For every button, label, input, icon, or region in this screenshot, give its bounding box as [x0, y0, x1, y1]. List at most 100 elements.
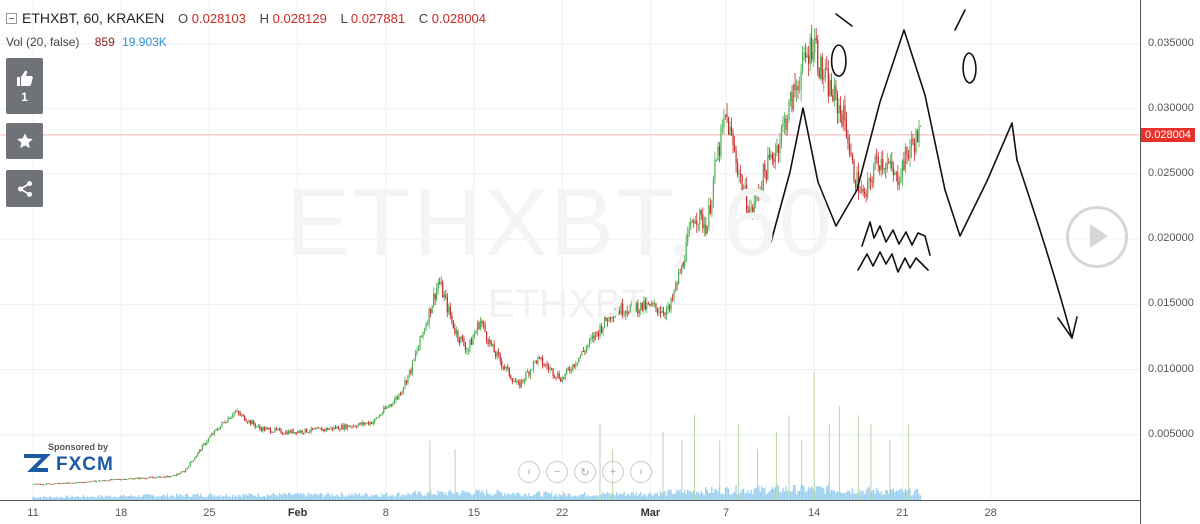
candle-body: [191, 461, 193, 463]
collapse-icon[interactable]: [6, 13, 17, 24]
candle-body: [218, 429, 220, 431]
candle-body: [407, 375, 409, 384]
candle-body: [507, 366, 509, 368]
scroll-left-button[interactable]: ‹: [518, 461, 540, 483]
candle-body: [106, 480, 108, 482]
candle-body: [383, 407, 385, 414]
candle-body: [315, 428, 317, 430]
candle-body: [596, 331, 598, 333]
candle-body: [228, 417, 231, 419]
candle-body: [192, 460, 194, 462]
chart-navigation: ‹ − ↻ + ›: [518, 461, 652, 483]
candle-body: [898, 182, 900, 186]
candle-body: [357, 424, 359, 427]
candle-body: [207, 438, 209, 442]
candle-body: [334, 427, 336, 429]
x-tick-label: 25: [203, 507, 216, 519]
candle-body: [395, 396, 397, 401]
candle-body: [443, 294, 445, 298]
sponsor-badge[interactable]: Sponsored by FXCM: [8, 442, 138, 476]
candle-body: [682, 262, 684, 267]
candle-body: [593, 335, 595, 339]
candle-body: [678, 272, 680, 285]
candle-body: [398, 393, 400, 399]
candle-body: [791, 92, 793, 110]
candle-body: [358, 422, 361, 425]
candle-body: [611, 316, 613, 319]
candle-body: [522, 379, 524, 382]
candle-body: [864, 191, 866, 194]
candle-body: [774, 152, 776, 162]
right-eyebrow-drawing: [954, 9, 966, 31]
candle-body: [786, 118, 789, 130]
favorite-button[interactable]: [6, 123, 43, 159]
candle-body: [244, 415, 246, 421]
candle-body: [449, 306, 451, 316]
candle-body: [599, 325, 601, 336]
x-tick-label: 18: [115, 507, 128, 519]
candle-body: [445, 294, 447, 298]
candle-body: [755, 192, 757, 204]
candle-body: [156, 476, 158, 479]
candle-body: [73, 482, 75, 484]
candle-body: [479, 320, 482, 329]
candle-body: [525, 372, 527, 381]
candle-body: [919, 126, 922, 127]
zoom-out-button[interactable]: −: [546, 461, 568, 483]
candle-body: [121, 479, 123, 481]
candle-body: [839, 105, 842, 114]
candle-body: [502, 366, 504, 368]
candle-body: [151, 477, 154, 478]
reset-chart-button[interactable]: ↻: [574, 461, 596, 483]
candle-body: [513, 381, 515, 383]
candle-body: [372, 422, 374, 425]
candle-body: [552, 368, 554, 376]
candle-body: [327, 428, 329, 430]
candle-body: [519, 382, 521, 388]
candle-body: [307, 432, 309, 434]
candle-body: [566, 368, 568, 374]
candle-body: [42, 484, 45, 486]
candle-body: [39, 484, 42, 485]
candle-body: [511, 378, 513, 382]
candle-body: [652, 303, 654, 305]
candle-body: [162, 476, 164, 478]
sponsor-logo: FXCM: [56, 454, 114, 475]
mouth-top-drawing: [861, 221, 931, 256]
share-button[interactable]: [6, 170, 43, 207]
candle-body: [700, 209, 702, 215]
candle-body: [266, 427, 268, 429]
symbol-title: ETHXBT, 60, KRAKEN: [22, 10, 165, 26]
candle-body: [97, 480, 99, 482]
zoom-in-button[interactable]: +: [602, 461, 624, 483]
candle-body: [171, 475, 173, 477]
low-value: 0.027881: [350, 11, 406, 26]
candle-body: [210, 434, 213, 437]
candle-body: [363, 422, 365, 425]
play-button[interactable]: [1066, 206, 1128, 268]
candle-body: [729, 126, 731, 135]
candle-body: [166, 476, 169, 477]
candle-body: [626, 311, 628, 313]
candle-body: [100, 480, 102, 482]
candle-body: [101, 480, 104, 482]
candle-body: [811, 37, 813, 60]
candle-body: [439, 282, 441, 284]
candle-body: [253, 420, 255, 425]
candle-body: [743, 190, 745, 193]
candle-body: [821, 56, 823, 80]
candle-body: [428, 308, 430, 324]
scroll-right-button[interactable]: ›: [630, 461, 652, 483]
like-button[interactable]: 1: [6, 58, 43, 114]
candle-body: [870, 178, 872, 183]
candle-body: [141, 477, 143, 479]
candle-body: [659, 311, 662, 314]
candle-body: [198, 449, 200, 453]
candle-body: [390, 404, 392, 406]
candle-body: [661, 311, 663, 314]
candle-body: [727, 116, 730, 135]
candle-body: [882, 158, 884, 170]
candle-body: [318, 427, 320, 429]
